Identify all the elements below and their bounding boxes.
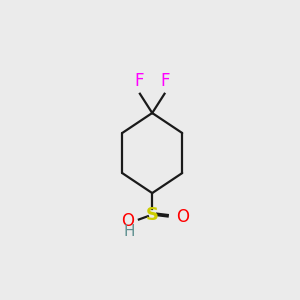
Text: O: O xyxy=(121,212,134,230)
Text: F: F xyxy=(134,72,144,90)
Text: F: F xyxy=(160,72,170,90)
Text: H: H xyxy=(123,224,135,239)
Text: S: S xyxy=(146,206,159,224)
Text: O: O xyxy=(176,208,189,226)
